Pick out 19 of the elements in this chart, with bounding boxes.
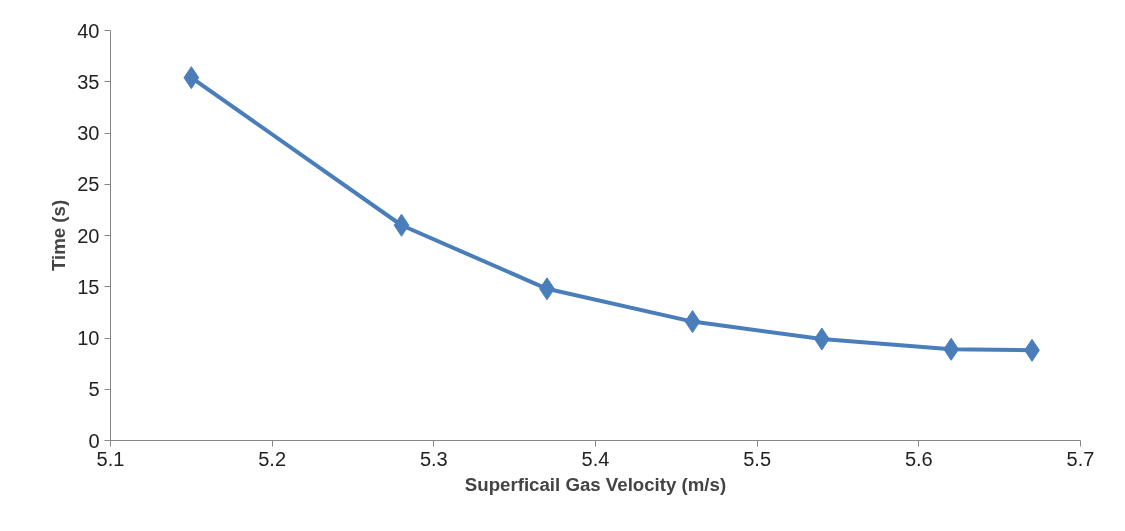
y-tick-label: 15 [77,275,100,298]
x-tick-label: 5.6 [904,447,933,470]
x-tick-label: 5.7 [1066,447,1095,470]
x-axis-title: Superficail Gas Velocity (m/s) [464,473,727,495]
y-tick-label: 40 [77,19,100,42]
point [393,213,410,237]
y-axis-title: Time (s) [48,199,70,272]
point [183,66,200,90]
x-tick-label: 5.4 [581,447,610,470]
y-tick-label: 10 [77,327,100,349]
point [684,310,701,334]
y-tick-label: 5 [88,378,100,401]
y-tick-label: 30 [77,122,100,144]
y-tick-label: 20 [77,224,100,247]
x-tick-label: 5.5 [743,447,772,470]
x-tick-label: 5.2 [258,447,287,470]
x-tick-label: 5.3 [419,447,448,470]
y-tick-label: 25 [77,173,100,196]
y-tick-label: 35 [77,70,100,93]
